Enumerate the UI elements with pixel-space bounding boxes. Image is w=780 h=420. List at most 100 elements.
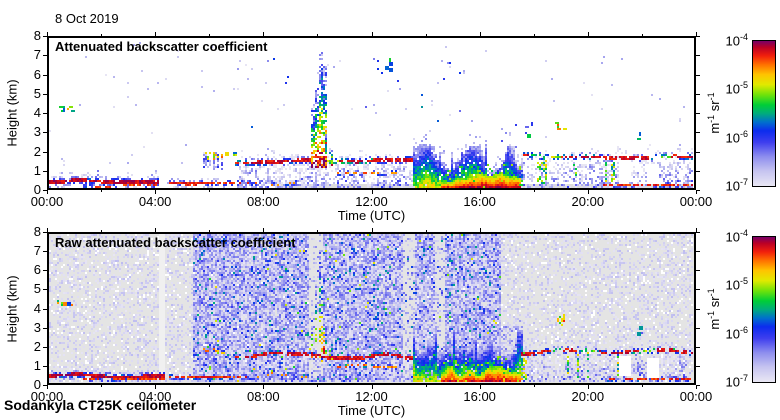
y-tick [43,55,47,57]
x-tick [696,190,697,194]
y-tick-label: 0 [33,377,41,392]
y-axis-label: Height (km) [4,79,20,147]
x-tick [533,230,535,232]
x-tick-label: 00:00 [30,389,64,404]
y-tick [43,190,47,191]
y-tick [696,170,700,172]
x-tick-label: 12:00 [355,194,388,209]
x-tick [263,190,265,194]
x-tick-label: 20:00 [571,194,605,209]
x-tick [47,32,48,36]
y-tick [43,113,47,114]
x-tick [425,190,427,192]
y-tick-label: 3 [33,319,41,335]
y-tick [696,346,700,348]
x-tick-label: 12:00 [355,389,388,404]
y-tick-label: 5 [33,281,41,297]
colorbar-canvas-raw [752,236,776,383]
colorbar-unit-label: m-1 sr-1 [705,287,723,330]
colorbar-tick-label: 10-4 [725,32,748,49]
y-tick-label: 2 [33,143,41,159]
x-tick [155,385,157,389]
y-tick [696,232,700,233]
heatmap-canvas-attenuated [49,38,694,188]
y-tick-label: 7 [33,47,41,63]
y-tick [696,132,700,134]
y-tick [696,251,700,253]
x-tick [47,190,48,194]
y-tick-label: 0 [33,182,41,197]
x-tick [371,228,373,232]
x-tick [209,34,211,36]
x-tick-label: 20:00 [571,389,605,404]
x-tick [47,228,48,232]
x-tick [371,190,373,194]
x-tick [587,190,589,194]
x-tick [587,228,589,232]
y-tick [43,327,47,329]
y-tick [696,151,700,153]
y-tick-label: 2 [33,338,41,354]
x-tick-label: 04:00 [138,389,172,404]
instrument-label: Sodankyla CT25K ceilometer [4,397,197,413]
colorbar-tick-label: 10-4 [725,228,748,245]
y-tick [696,36,700,37]
y-tick [43,151,47,153]
date-label: 8 Oct 2019 [55,11,119,26]
colorbar-tick-label: 10-6 [725,128,748,145]
x-tick [479,385,481,389]
x-tick [209,230,211,232]
x-tick [317,190,319,192]
y-tick [696,74,700,76]
colorbar-unit-label: m-1 sr-1 [705,91,723,134]
y-tick-label: 5 [33,85,41,101]
x-tick [263,32,265,36]
colorbar-tick-label: 10-5 [725,276,748,293]
x-tick [209,190,211,192]
y-tick [696,270,700,272]
y-tick-label: 8 [33,224,41,239]
y-tick [696,365,700,367]
x-tick [479,190,481,194]
y-tick [696,385,700,386]
y-tick [43,346,47,348]
y-tick [43,93,47,95]
x-tick-label: 00:00 [679,389,713,404]
x-tick-label: 16:00 [463,389,496,404]
x-tick-label: 08:00 [247,389,280,404]
y-tick [696,289,700,291]
y-tick [43,308,47,310]
y-tick-label: 1 [33,162,41,178]
x-tick [263,228,265,232]
x-tick [47,385,48,389]
x-tick [641,190,643,192]
x-tick [696,385,697,389]
y-tick-label: 3 [33,124,41,140]
x-tick [533,34,535,36]
y-tick [696,190,700,191]
x-tick [696,228,697,232]
panel-raw: Raw attenuated backscatter coefficient [47,232,696,385]
y-tick-label: 4 [33,300,41,316]
x-tick-label: 16:00 [463,194,496,209]
y-tick [696,93,700,95]
x-tick [263,385,265,389]
y-tick-label: 1 [33,357,41,373]
colorbar-tick-label: 10-7 [725,373,748,390]
x-tick [641,34,643,36]
panel-title-attenuated: Attenuated backscatter coefficient [55,39,268,54]
y-tick [43,232,47,233]
x-tick [101,34,103,36]
y-tick-label: 7 [33,243,41,259]
colorbar-tick-label: 10-6 [725,324,748,341]
y-tick [43,132,47,134]
x-tick [479,32,481,36]
x-tick [533,190,535,192]
x-tick [696,32,697,36]
y-tick [696,113,700,114]
panel-attenuated: Attenuated backscatter coefficient [47,36,696,190]
x-tick [371,32,373,36]
x-tick [587,32,589,36]
x-tick [641,230,643,232]
x-tick [317,385,319,387]
